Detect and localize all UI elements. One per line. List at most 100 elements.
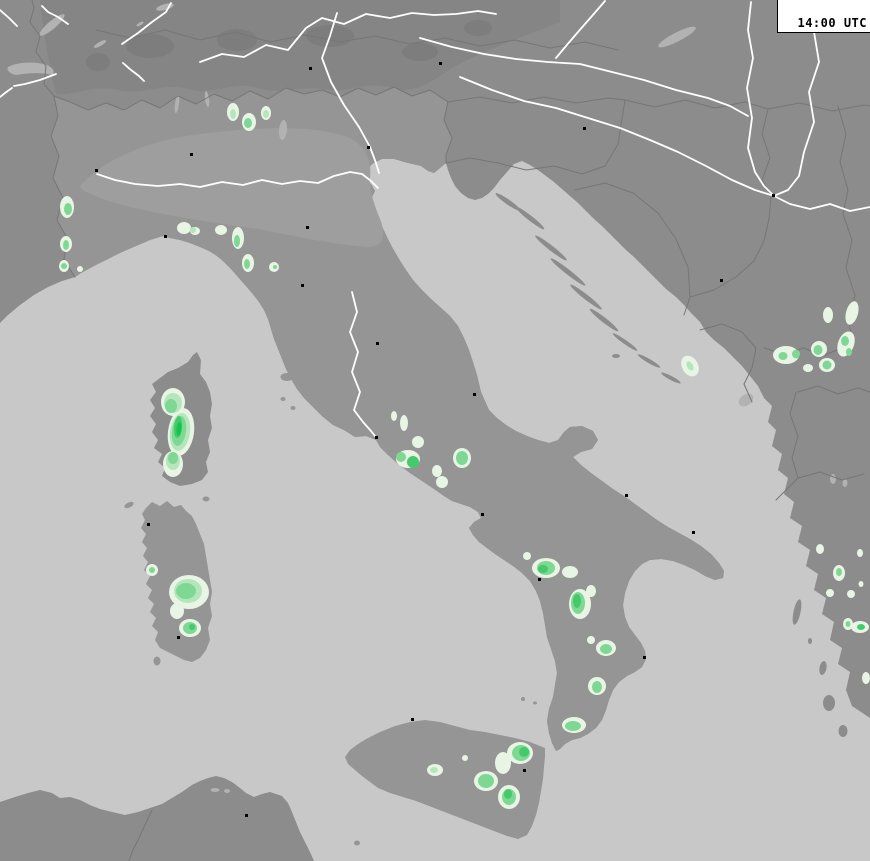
island [823,695,835,711]
border-italy-slovenia [443,101,453,164]
river-adige [321,12,380,174]
border-layer [29,0,870,861]
border-bosnia-serbia [689,196,772,298]
lake-geneva [7,62,54,75]
precip-cell [519,747,529,757]
precip-cell [813,345,823,355]
precip-cell [562,566,578,578]
precip-cell [391,411,397,421]
island [550,258,586,286]
island [535,235,567,261]
alps-dark-patch [217,29,257,51]
city-dot [147,523,150,526]
island [612,333,638,351]
lake-como [204,91,210,107]
city-dot [95,169,98,172]
island [495,193,521,211]
small-italian-islands [124,373,537,846]
border-slovenia-croatia [445,99,626,175]
precip-cell [841,336,849,346]
river-po [96,171,379,189]
precip-cell [592,681,602,693]
border-tunisia-algeria [128,809,153,861]
precip-cell [244,259,250,269]
precip-cell [826,589,834,597]
alps-dark-patch [126,34,174,58]
precip-cell [686,361,694,371]
precip-cell [858,581,864,587]
precip-cell [803,364,813,372]
island [202,496,210,502]
city-dot [367,146,370,149]
city-dot [625,494,628,497]
precip-cell [176,583,196,599]
precip-cell [462,755,468,761]
precip-cell [823,307,833,323]
island [570,284,602,310]
precip-cell [432,465,442,477]
alps-highland-shading [40,0,560,95]
precipitation-layer [59,5,870,809]
precip-cell [523,552,531,560]
island [290,406,296,410]
precip-cell [64,203,72,215]
border-serbia-hungary [767,102,870,112]
lake-balaton [658,26,696,48]
precip-cell [190,227,196,233]
precip-cell [215,225,227,235]
precip-cell [836,568,842,576]
tunisian-lake [224,789,230,793]
precip-cell [149,567,155,573]
border-macedonia-greece [797,471,865,481]
border-albania-macedonia [789,391,799,479]
river-rhine-c [121,2,172,45]
precip-cell [792,349,800,359]
precip-cell [273,265,277,269]
lake-walen [136,21,144,27]
north-africa-coast [0,776,314,861]
precip-cell [565,721,581,731]
city-dot [772,194,775,197]
border-macedonia-north [797,385,870,395]
border-albania-greece [775,477,799,501]
precip-cell [412,436,424,448]
river-rhine-b [122,62,145,82]
river-rhone-south [0,87,13,98]
city-dot [190,153,193,156]
city-dot [177,636,180,639]
island [280,397,286,401]
precip-cell [857,549,863,557]
city-dot [411,718,414,721]
precip-cell [573,594,581,608]
border-croatia-serbia [761,108,772,196]
tunisian-lake [210,788,220,792]
precip-cell [263,110,269,118]
precip-cell [77,266,83,272]
precip-cell [857,624,865,630]
border-france-switzerland [29,0,55,97]
city-dot [164,235,167,238]
precip-cell [600,644,612,654]
precip-cell [846,348,852,356]
precip-cell [845,621,851,627]
lake-neuchatel [39,14,65,36]
island [637,354,661,368]
city-dot [692,531,695,534]
precip-cell [816,544,824,554]
timestamp-badge: 14:00 UTC [777,0,870,33]
precip-cell [430,767,438,773]
island [354,840,360,846]
precip-cell [400,415,408,431]
precip-cell [847,590,855,598]
island [589,308,619,332]
precip-cell [177,222,191,234]
lake-garda [278,120,288,140]
precip-cell [170,603,184,619]
precip-cell [538,565,548,573]
city-dot [720,279,723,282]
river-tiber [349,291,376,437]
precip-cell [845,301,859,325]
precip-cell [396,452,406,462]
